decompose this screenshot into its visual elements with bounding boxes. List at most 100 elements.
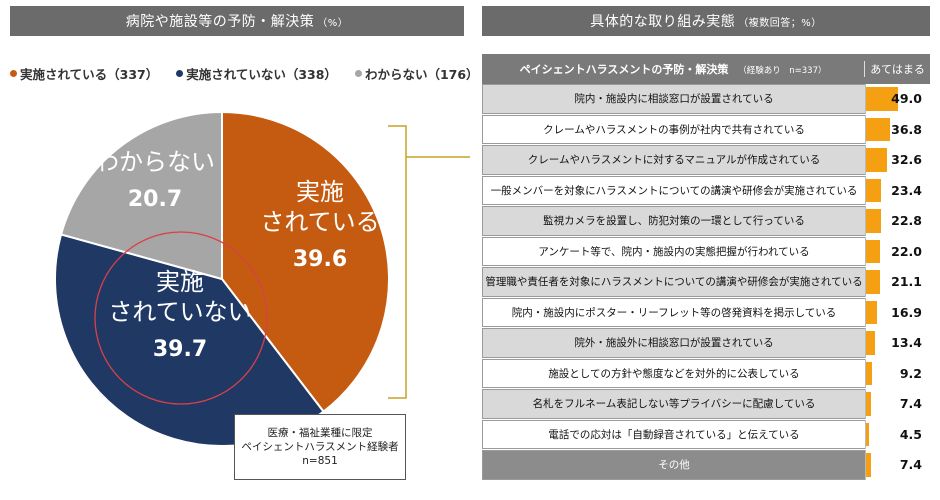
bar-mark (866, 239, 881, 263)
note-line-1: 医療・福祉業種に限定 (267, 427, 373, 439)
table-header-value: あてはまる (864, 61, 930, 77)
pie-value-not-implemented: 39.7 (153, 337, 207, 362)
pie-label-implemented-0: 実施 (296, 178, 344, 206)
row-label: その他 (482, 450, 865, 480)
row-label: 院外・施設外に相談窓口が設置されている (482, 328, 865, 358)
row-value-cell: 4.5 (865, 419, 930, 449)
pie-slice-unknown (59, 110, 223, 281)
bar-value-label: 36.8 (891, 121, 922, 137)
table-row: 院内・施設内に相談窓口が設置されている 49.0 (482, 84, 930, 115)
bar-value-label: 49.0 (891, 91, 922, 107)
table-row: クレームやハラスメントの事例が社内で共有されている 36.8 (482, 114, 930, 145)
pie-legend: 実施されている（337） 実施されていない（338） わからない（176） (10, 64, 479, 83)
legend-dot-not-implemented (176, 70, 184, 77)
legend-label-unknown: わからない（176） (364, 67, 479, 82)
row-value-cell: 49.0 (865, 84, 930, 114)
row-value-cell: 32.6 (865, 145, 930, 175)
table-panel-title: 具体的な取り組み実態 （複数回答；%） (482, 6, 930, 36)
bar-mark (866, 392, 871, 416)
row-value-cell: 16.9 (865, 297, 930, 327)
pie-slice-implemented (221, 110, 390, 413)
highlight-circle (94, 231, 268, 405)
bar-mark (866, 331, 875, 355)
row-label: 名札をフルネーム表記しない等プライバシーに配慮している (482, 389, 865, 419)
measures-table: ペイシェントハラスメントの予防・解決策 （経験あり n=337） あてはまる 院… (482, 54, 930, 481)
pie-value-unknown: 20.7 (128, 187, 182, 212)
row-value-cell: 22.8 (865, 206, 930, 236)
row-label: 院内・施設内にポスター・リーフレット等の啓発資料を掲示している (482, 297, 865, 327)
bar-mark (866, 148, 888, 172)
pie-panel-title: 病院や施設等の予防・解決策 （%） (10, 6, 464, 36)
table-header-sub: （経験あり n=337） (738, 66, 827, 76)
bar-mark (866, 453, 871, 477)
pie-label-not-implemented-0: 実施 (156, 268, 204, 296)
table-row: 院外・施設外に相談窓口が設置されている 13.4 (482, 328, 930, 359)
bar-value-label: 4.5 (899, 426, 922, 442)
pie-title-unit: （%） (317, 17, 349, 29)
table-header-title: ペイシェントハラスメントの予防・解決策 (519, 63, 729, 76)
table-header: ペイシェントハラスメントの予防・解決策 （経験あり n=337） あてはまる (482, 54, 930, 84)
row-value-cell: 23.4 (865, 175, 930, 205)
table-row: 施設としての方針や態度などを対外的に公表している 9.2 (482, 358, 930, 389)
pie-label-unknown-0: わからない (95, 148, 215, 176)
bar-mark (866, 209, 881, 233)
table-title-text: 具体的な取り組み実態 (590, 14, 736, 30)
bar-value-label: 32.6 (891, 152, 922, 168)
legend-item-unknown: わからない（176） (354, 64, 479, 83)
row-label: 管理職や責任者を対象にハラスメントについての講演や研修会が実施されている (482, 267, 865, 297)
row-value-cell: 9.2 (865, 358, 930, 388)
legend-label-not-implemented: 実施されていない（338） (186, 67, 337, 82)
row-value-cell: 21.1 (865, 267, 930, 297)
legend-dot-unknown (354, 70, 362, 77)
bar-value-label: 21.1 (891, 274, 922, 290)
row-label: アンケート等で、院内・施設内の実態把握が行われている (482, 236, 865, 266)
pie-label-not-implemented-1: されていない (108, 298, 251, 326)
bar-mark (866, 117, 890, 141)
bar-mark (866, 270, 880, 294)
bar-mark (866, 300, 877, 324)
legend-item-implemented: 実施されている（337） (10, 64, 158, 83)
bar-value-label: 16.9 (891, 304, 922, 320)
bar-value-label: 13.4 (891, 335, 922, 351)
note-line-3: n=851 (302, 455, 338, 467)
bar-value-label: 22.0 (891, 243, 922, 259)
pie-value-implemented: 39.6 (293, 247, 347, 272)
row-value-cell: 7.4 (865, 450, 930, 480)
bar-value-label: 23.4 (891, 182, 922, 198)
table-row: 管理職や責任者を対象にハラスメントについての講演や研修会が実施されている 21.1 (482, 267, 930, 298)
table-header-label: ペイシェントハラスメントの予防・解決策 （経験あり n=337） (482, 61, 864, 77)
table-rows: 院内・施設内に相談窓口が設置されている 49.0 クレームやハラスメントの事例が社内… (482, 84, 930, 481)
table-title-unit: （複数回答；%） (738, 17, 822, 29)
table-row: 院内・施設内にポスター・リーフレット等の啓発資料を掲示している 16.9 (482, 297, 930, 328)
row-label: 監視カメラを設置し、防犯対策の一環として行っている (482, 206, 865, 236)
bar-mark (866, 361, 872, 385)
row-label: 院内・施設内に相談窓口が設置されている (482, 84, 865, 114)
row-label: クレームやハラスメントに対するマニュアルが作成されている (482, 145, 865, 175)
pie-label-implemented-1: されている (260, 208, 379, 236)
table-row: 監視カメラを設置し、防犯対策の一環として行っている 22.8 (482, 206, 930, 237)
sample-note: 医療・福祉業種に限定 ペイシェントハラスメント経験者 n=851 (234, 414, 406, 480)
row-value-cell: 36.8 (865, 114, 930, 144)
bar-value-label: 7.4 (899, 457, 922, 473)
row-label: 一般メンバーを対象にハラスメントについての講演や研修会が実施されている (482, 175, 865, 205)
row-value-cell: 13.4 (865, 328, 930, 358)
bar-value-label: 7.4 (899, 396, 922, 412)
pie-title-text: 病院や施設等の予防・解決策 (125, 14, 315, 30)
row-value-cell: 22.0 (865, 236, 930, 266)
table-row: 一般メンバーを対象にハラスメントについての講演や研修会が実施されている 23.4 (482, 175, 930, 206)
row-label: 電話での応対は「自動録音されている」と伝えている (482, 419, 865, 449)
bar-value-label: 9.2 (899, 365, 922, 381)
note-line-2: ペイシェントハラスメント経験者 (241, 441, 399, 453)
row-label: 施設としての方針や態度などを対外的に公表している (482, 358, 865, 388)
bar-mark (866, 87, 898, 111)
legend-dot-implemented (10, 70, 17, 77)
row-value-cell: 7.4 (865, 389, 930, 419)
legend-label-implemented: 実施されている（337） (20, 67, 159, 82)
bar-value-label: 22.8 (891, 213, 922, 229)
table-row: クレームやハラスメントに対するマニュアルが作成されている 32.6 (482, 145, 930, 176)
legend-item-not-implemented: 実施されていない（338） (176, 64, 337, 83)
bar-mark (866, 178, 882, 202)
row-label: クレームやハラスメントの事例が社内で共有されている (482, 114, 865, 144)
table-row: 名札をフルネーム表記しない等プライバシーに配慮している 7.4 (482, 389, 930, 420)
